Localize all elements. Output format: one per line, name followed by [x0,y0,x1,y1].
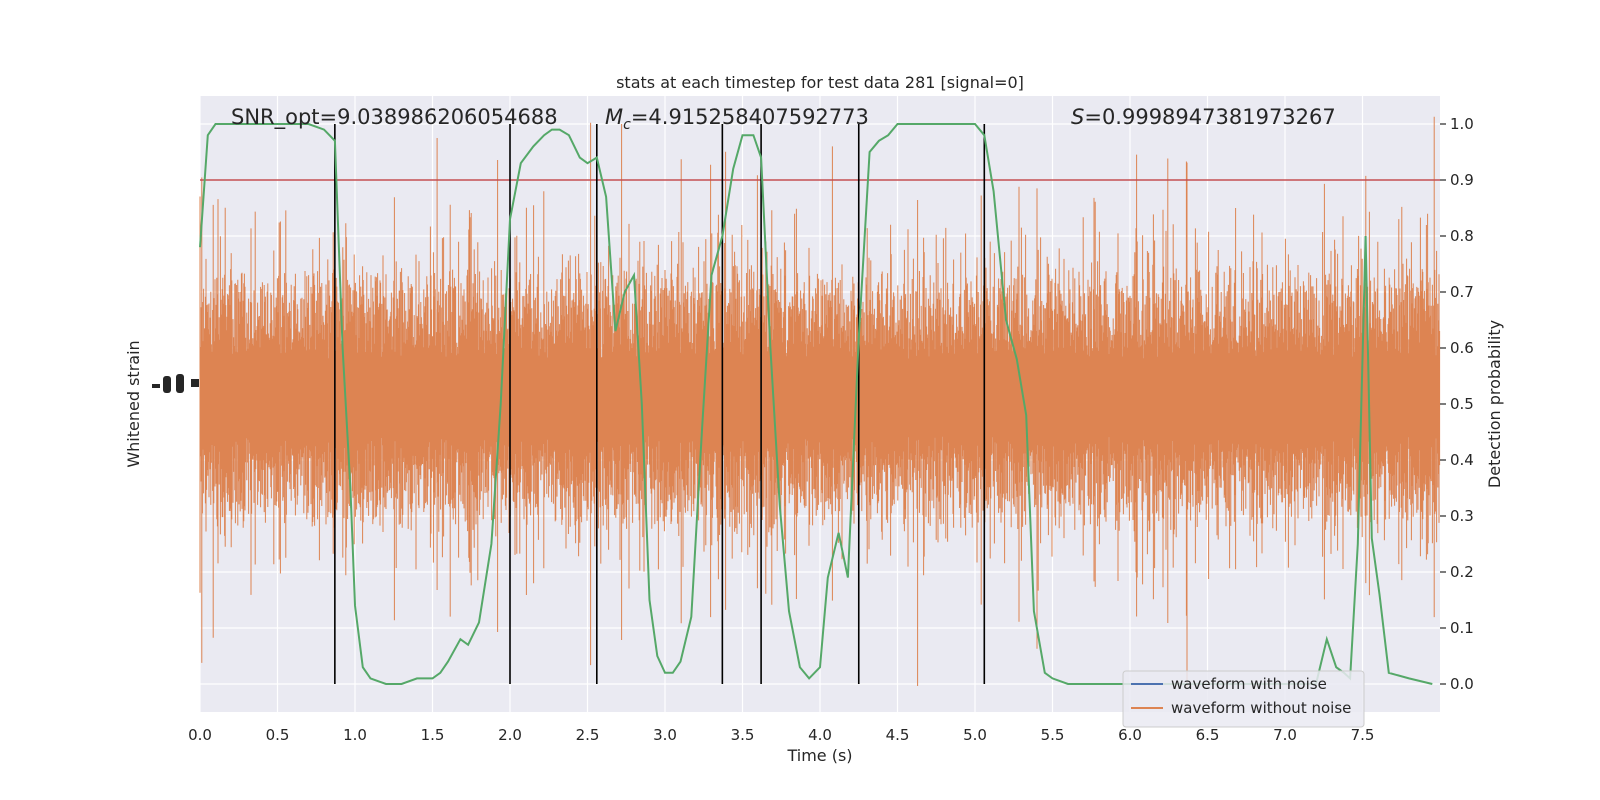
y-tick-label-3: 0.3 [1450,507,1474,525]
x-tick-label-7: 3.5 [731,726,755,744]
y-right-axis-ticks: 0.0 0.1 0.2 0.3 0.4 0.5 0.6 0.7 0.8 0.9 1.0 [1440,115,1474,693]
x-tick-label-6: 3.0 [653,726,677,744]
legend-label-with-noise: waveform with noise [1171,675,1327,693]
y-tick-label-9: 0.9 [1450,171,1474,189]
probability-line-0 [199,123,1433,685]
x-tick-label-13: 6.5 [1196,726,1220,744]
vertical-lines [334,124,986,684]
noise-trace-path [199,116,1441,688]
y-right-axis-label: Detection probability [1485,320,1504,488]
s-annotation: S=0.9998947381973267 [1071,105,1336,129]
x-tick-label-8: 4.0 [808,726,832,744]
x-tick-label-2: 1.0 [343,726,367,744]
y-tick-label-10: 1.0 [1450,115,1474,133]
x-axis-ticks: 0.0 0.5 1.0 1.5 2.0 2.5 3.0 3.5 4.0 4.5 5.0 5.5 6.0 6… [188,726,1374,744]
x-tick-label-14: 7.0 [1273,726,1297,744]
x-tick-label-12: 6.0 [1118,726,1142,744]
x-tick-label-9: 4.5 [886,726,910,744]
x-tick-label-10: 5.0 [963,726,987,744]
waveform-without-noise-trace [199,116,1441,688]
x-tick-label-11: 5.5 [1041,726,1065,744]
x-tick-label-5: 2.5 [576,726,600,744]
x-tick-label-0: 0.0 [188,726,212,744]
y-tick-label-6: 0.6 [1450,339,1474,357]
y-tick-label-5: 0.5 [1450,395,1474,413]
y-tick-label-1: 0.1 [1450,619,1474,637]
x-tick-label-15: 7.5 [1351,726,1375,744]
detection-probability-series [199,123,1433,685]
y-tick-label-7: 0.7 [1450,283,1474,301]
chirp-mass-annotation: Mc=4.915258407592773 [605,105,869,133]
y-tick-label-4: 0.4 [1450,451,1474,469]
left-axis-tick-cluster [152,374,199,393]
y-left-axis-label: Whitened strain [124,340,143,467]
y-tick-label-8: 0.8 [1450,227,1474,245]
y-tick-label-2: 0.2 [1450,563,1474,581]
x-tick-label-3: 1.5 [421,726,445,744]
legend: waveform with noise waveform without noi… [1122,670,1365,728]
x-axis-label: Time (s) [786,746,852,765]
legend-label-without-noise: waveform without noise [1171,699,1351,717]
x-tick-label-1: 0.5 [266,726,290,744]
snr-annotation: SNR_opt=9.038986206054688 [231,105,558,130]
legend-box [1122,670,1365,728]
chart-title: stats at each timestep for test data 281… [616,73,1024,92]
x-tick-label-4: 2.0 [498,726,522,744]
y-tick-label-0: 0.0 [1450,675,1474,693]
